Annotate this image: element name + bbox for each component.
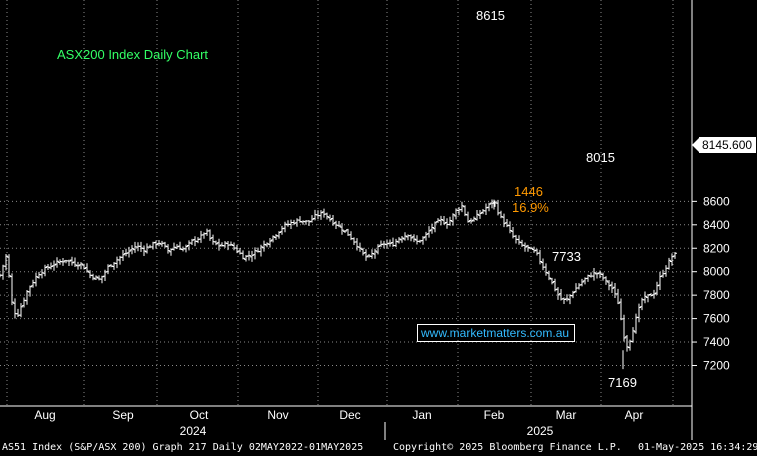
annotation-mid-low: 7733	[552, 249, 581, 264]
x-tick-label: Oct	[190, 408, 209, 422]
annotation-low: 7169	[608, 375, 637, 390]
footer: AS51 Index (S&P/ASX 200) Graph 217 Daily…	[0, 440, 757, 456]
y-tick-label: 7200	[703, 359, 730, 373]
footer-right: 01-May-2025 16:34:29	[638, 442, 757, 453]
watermark-box: www.marketmatters.com.au	[417, 324, 575, 342]
x-tick-label: Mar	[556, 408, 577, 422]
y-tick-label: 7800	[703, 288, 730, 302]
x-tick-label: Feb	[484, 408, 505, 422]
footer-left: AS51 Index (S&P/ASX 200) Graph 217 Daily…	[2, 442, 364, 453]
x-tick-label: Jan	[412, 408, 431, 422]
y-tick-label: 8600	[703, 194, 730, 208]
year-label: 2025	[527, 424, 554, 438]
y-tick-label: 8400	[703, 218, 730, 232]
asx200-chart: 7200 7400 7600 7800 8000 8200 8400 8600 Aug Sep Oc…	[0, 0, 730, 440]
y-tick-label: 8000	[703, 265, 730, 279]
x-tick-label: Sep	[112, 408, 134, 422]
annotation-mid-high: 8015	[586, 150, 615, 165]
y-tick-label: 7400	[703, 335, 730, 349]
y-tick-label: 8200	[703, 241, 730, 255]
price-bars	[0, 199, 677, 370]
annotation-drop-pct: 16.9%	[512, 200, 549, 215]
y-tick-label: 7600	[703, 312, 730, 326]
footer-center: Copyright© 2025 Bloomberg Finance L.P.	[393, 442, 622, 453]
x-tick-label: Dec	[339, 408, 360, 422]
x-tick-label: Apr	[625, 408, 644, 422]
last-price-pointer	[692, 138, 699, 152]
annotation-high: 8615	[476, 8, 505, 23]
watermark-text: www.marketmatters.com.au	[421, 326, 570, 340]
axes: 7200 7400 7600 7800 8000 8200 8400 8600 Aug Sep Oc…	[0, 0, 730, 440]
year-label: 2024	[180, 424, 207, 438]
annotation-drop-points: 1446	[514, 184, 543, 199]
last-price-label: 8145.600	[699, 137, 756, 153]
chart-annotations: ASX200 Index Daily Chart 8615 8015 7733 7169…	[57, 8, 637, 390]
chart-title: ASX200 Index Daily Chart	[57, 47, 208, 62]
grid-lines	[0, 0, 692, 406]
x-tick-label: Nov	[267, 408, 288, 422]
x-tick-label: Aug	[34, 408, 55, 422]
